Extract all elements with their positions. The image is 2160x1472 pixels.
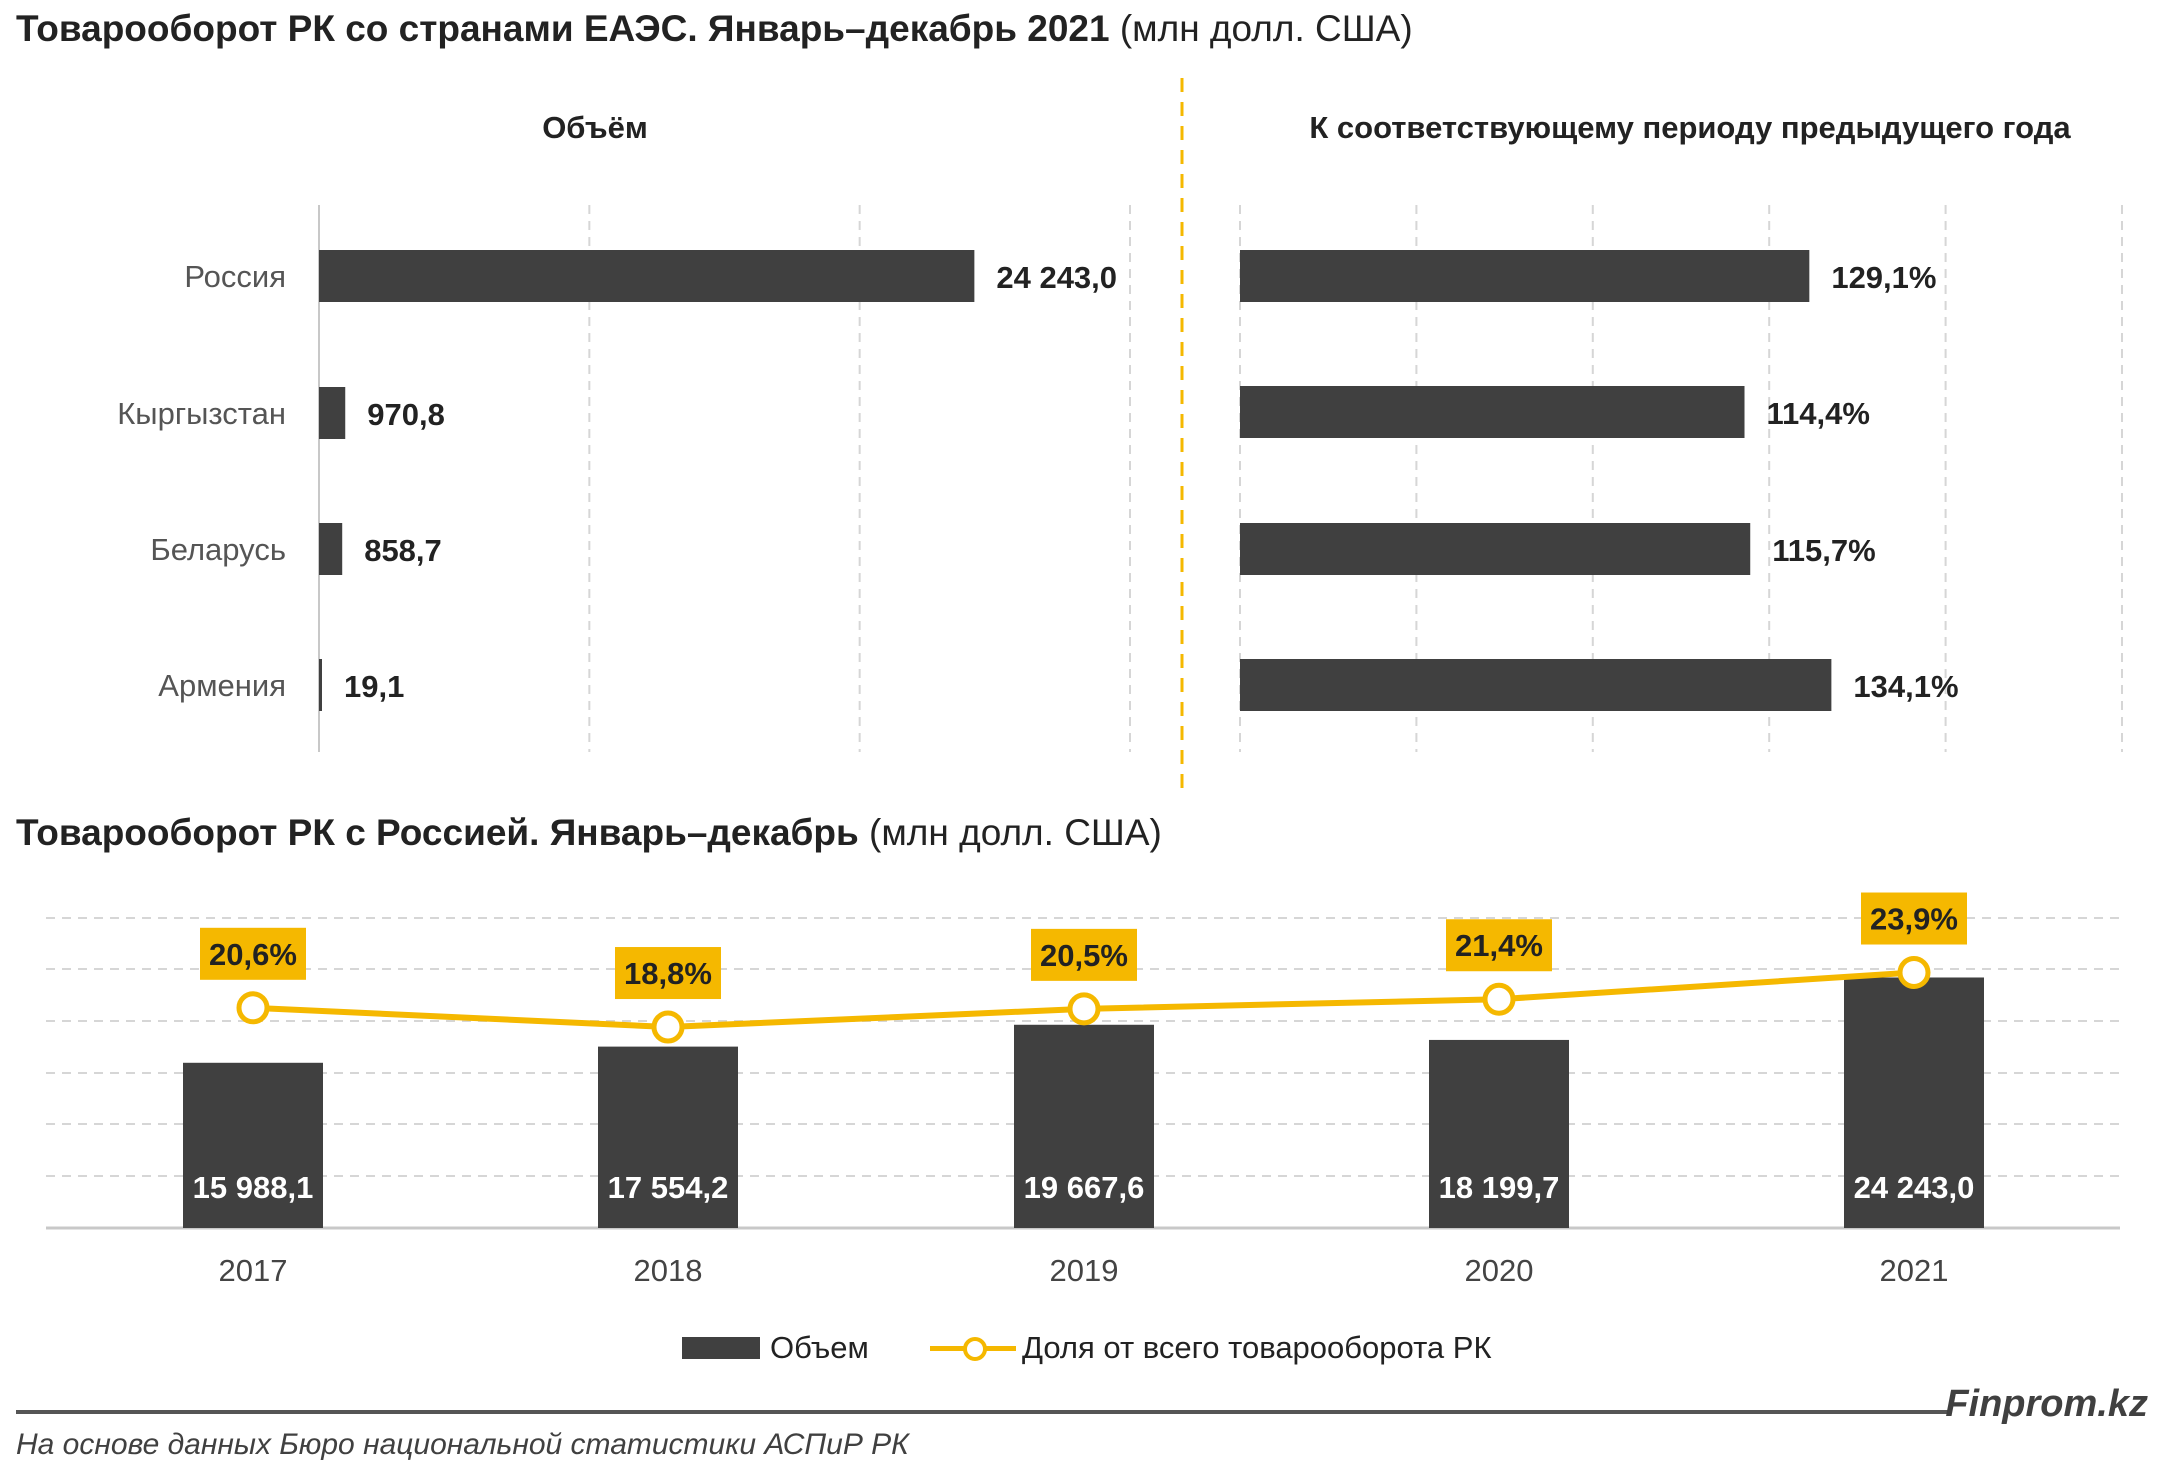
volume-bar-label: 19,1 bbox=[344, 669, 404, 704]
legend-swatch-volume bbox=[682, 1337, 760, 1359]
legend-swatch-share bbox=[930, 1336, 1016, 1361]
growth-bar bbox=[1240, 386, 1745, 438]
growth-bar-label: 134,1% bbox=[1853, 669, 1958, 704]
panel-title-volume: Объём bbox=[542, 110, 648, 145]
share-label-box bbox=[615, 947, 721, 1000]
panel-title-growth: К соответствующему периоду предыдущего г… bbox=[1309, 110, 2071, 145]
year-tick-label: 2017 bbox=[219, 1253, 288, 1288]
volume-column-label: 17 554,2 bbox=[608, 1170, 729, 1205]
volume-column bbox=[1014, 1024, 1154, 1228]
volume-column bbox=[1844, 977, 1984, 1228]
share-label: 23,9% bbox=[1870, 902, 1958, 937]
volume-category-label: Кыргызстан bbox=[117, 396, 286, 431]
section2-title: Товарооборот РК с Россией. Январь–декабр… bbox=[16, 812, 1162, 854]
growth-bar-label: 115,7% bbox=[1772, 533, 1875, 568]
year-tick-label: 2020 bbox=[1465, 1253, 1534, 1288]
brand-logo: Finprom.kz bbox=[1945, 1383, 2148, 1425]
legend-item-volume: Объем bbox=[682, 1330, 869, 1366]
share-point bbox=[1067, 992, 1101, 1026]
legend-label-share: Доля от всего товарооборота РК bbox=[1022, 1330, 1492, 1365]
volume-column-label: 19 667,6 bbox=[1024, 1170, 1145, 1205]
growth-bar-label: 114,4% bbox=[1767, 396, 1870, 431]
section2-title-unit: (млн долл. США) bbox=[869, 812, 1162, 853]
volume-column bbox=[598, 1046, 738, 1228]
share-label: 21,4% bbox=[1455, 928, 1543, 963]
share-point bbox=[1897, 956, 1931, 990]
volume-bar bbox=[319, 523, 343, 575]
volume-category-label: Россия bbox=[184, 259, 286, 294]
chart-title: Товарооборот РК со странами ЕАЭС. Январь… bbox=[16, 8, 1413, 50]
volume-bar-label: 858,7 bbox=[364, 533, 442, 568]
share-label-box bbox=[1031, 928, 1137, 981]
volume-bar bbox=[319, 387, 346, 439]
volume-category-label: Армения bbox=[158, 668, 286, 703]
year-tick-label: 2018 bbox=[634, 1253, 703, 1288]
volume-category-label: Беларусь bbox=[150, 532, 286, 567]
footer-rule bbox=[16, 1410, 1948, 1414]
volume-bar-label: 24 243,0 bbox=[996, 260, 1117, 295]
share-label-box bbox=[200, 927, 306, 980]
chart-title-unit: (млн долл. США) bbox=[1119, 8, 1413, 49]
growth-bar bbox=[1240, 523, 1751, 575]
chart-title-main: Товарооборот РК со странами ЕАЭС. Январь… bbox=[16, 8, 1110, 49]
share-label-box bbox=[1446, 919, 1552, 972]
legend-item-share: Доля от всего товарооборота РК bbox=[930, 1330, 1492, 1366]
source-note: На основе данных Бюро национальной стати… bbox=[16, 1428, 909, 1461]
volume-column-label: 18 199,7 bbox=[1439, 1170, 1560, 1205]
growth-bar bbox=[1240, 659, 1832, 711]
section2-title-main: Товарооборот РК с Россией. Январь–декабр… bbox=[16, 812, 859, 853]
share-point bbox=[651, 1010, 685, 1044]
share-point bbox=[236, 991, 270, 1025]
volume-column bbox=[1429, 1039, 1569, 1228]
volume-bar bbox=[319, 659, 322, 711]
legend-label-volume: Объем bbox=[770, 1330, 869, 1365]
legend: Объем Доля от всего товарооборота РК bbox=[0, 1330, 2160, 1374]
volume-column-label: 24 243,0 bbox=[1854, 1170, 1975, 1205]
volume-column bbox=[183, 1062, 323, 1228]
growth-bar-label: 129,1% bbox=[1831, 260, 1936, 295]
share-label: 18,8% bbox=[624, 956, 712, 991]
year-tick-label: 2019 bbox=[1050, 1253, 1119, 1288]
volume-bar-label: 970,8 bbox=[367, 397, 445, 432]
growth-bar bbox=[1240, 250, 1810, 302]
share-label: 20,5% bbox=[1040, 938, 1128, 973]
volume-bar bbox=[319, 250, 975, 302]
share-label: 20,6% bbox=[209, 937, 297, 972]
year-tick-label: 2021 bbox=[1880, 1253, 1949, 1288]
share-point bbox=[1482, 982, 1516, 1016]
share-label-box bbox=[1861, 892, 1967, 945]
volume-column-label: 15 988,1 bbox=[193, 1170, 314, 1205]
